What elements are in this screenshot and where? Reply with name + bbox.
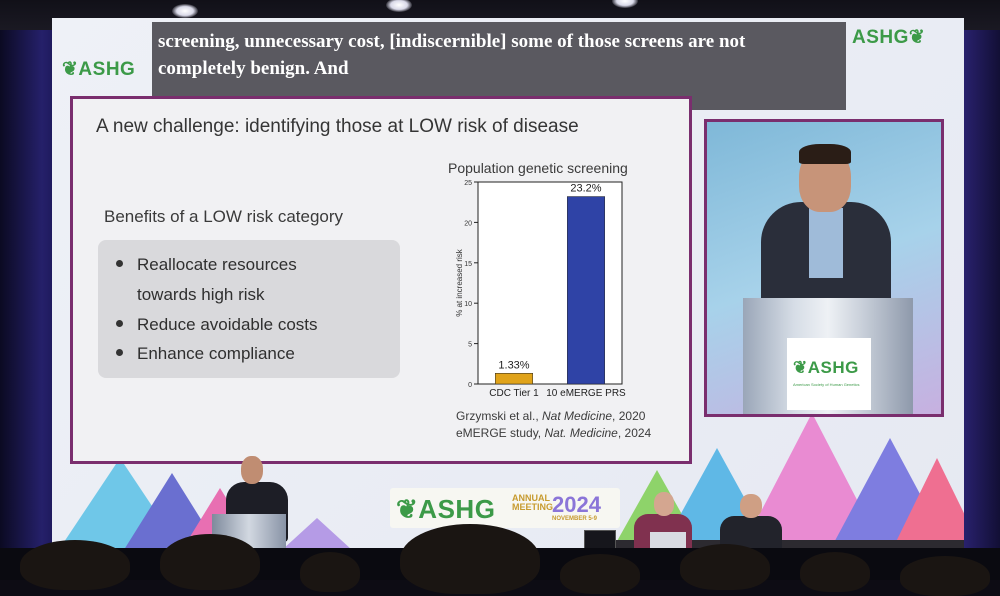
list-item-continuation: towards high risk xyxy=(137,285,265,304)
y-tick-label: 15 xyxy=(464,261,472,268)
banner-dates: NOVEMBER 5-9 xyxy=(552,516,598,522)
reference-2: eMERGE study, Nat. Medicine, 2024 xyxy=(456,426,652,440)
dna-icon: ❦ xyxy=(62,59,79,80)
references: Grzymski et al., Nat Medicine, 2020 eMER… xyxy=(456,408,651,442)
x-tick-label-2: 10 eMERGE PRS xyxy=(546,388,626,399)
panelist-1-head xyxy=(654,492,674,516)
benefits-heading: Benefits of a LOW risk category xyxy=(104,207,344,226)
stage-curtain-left xyxy=(0,30,60,560)
audience-head xyxy=(160,534,260,590)
audience-head xyxy=(680,544,770,590)
ceiling-light xyxy=(612,0,638,8)
speaker-hair xyxy=(799,144,851,164)
banner-year: 2024 xyxy=(552,492,601,517)
ceiling-light xyxy=(172,4,198,18)
list-item: Reduce avoidable costs xyxy=(116,312,396,338)
speaker-camera-feed: ❦ASHG American Society of Human Genetics xyxy=(704,119,944,417)
ashg-logo-right: ASHG❦ xyxy=(852,27,926,48)
data-label-2: 23.2% xyxy=(570,183,601,195)
dna-icon: ❦ xyxy=(396,494,419,524)
podium-ashg-logo: ❦ASHG xyxy=(793,358,859,377)
y-tick-label: 10 xyxy=(464,301,472,308)
stage-speaker-head xyxy=(241,456,263,484)
decor-triangle xyxy=(892,458,964,550)
podium-sign: ❦ASHG American Society of Human Genetics xyxy=(787,338,871,410)
decor-triangle xyxy=(282,518,352,550)
bar-2 xyxy=(567,196,605,385)
reference-1: Grzymski et al., Nat Medicine, 2020 xyxy=(456,409,646,423)
list-item: Enhance compliance xyxy=(116,341,396,367)
slide-title: A new challenge: identifying those at LO… xyxy=(96,116,579,137)
chart-title: Population genetic screening xyxy=(448,160,628,176)
y-tick-label: 25 xyxy=(464,180,472,187)
bar-1 xyxy=(495,373,533,385)
dna-icon: ❦ xyxy=(793,358,808,377)
bullet-icon xyxy=(116,260,123,268)
benefits-box xyxy=(98,240,400,378)
dna-icon: ❦ xyxy=(908,27,926,48)
podium-logo-subtitle: American Society of Human Genetics xyxy=(793,382,860,387)
audience-head xyxy=(300,552,360,592)
meeting-banner: ❦ASHG ANNUAL MEETING 2024 NOVEMBER 5-9 xyxy=(390,488,620,528)
y-tick-label: 5 xyxy=(468,342,472,349)
list-item: Reallocate resources xyxy=(116,252,396,278)
live-caption-text: screening, unnecessary cost, [indiscerni… xyxy=(158,28,838,82)
y-axis-label: % at increased risk xyxy=(455,248,464,317)
audience-head xyxy=(560,554,640,594)
audience-head xyxy=(20,540,130,590)
ceiling-light xyxy=(386,0,412,12)
banner-ashg-logo: ❦ASHG xyxy=(396,494,496,524)
bar-chart: 0 5 10 15 20 25 % at increased risk 1.33% CDC T… xyxy=(455,180,626,399)
speaker-shirt xyxy=(809,208,843,278)
x-tick-label-1: CDC Tier 1 xyxy=(489,388,539,399)
audience-head xyxy=(900,556,990,596)
y-tick-label: 0 xyxy=(468,382,472,389)
audience-head xyxy=(400,524,540,594)
audience-row xyxy=(0,524,1000,596)
live-caption-box xyxy=(152,22,846,110)
audience-head xyxy=(800,552,870,592)
benefits-list: Reallocate resources towards high risk R… xyxy=(116,252,396,367)
banner-annual-meeting: ANNUAL MEETING xyxy=(512,493,554,512)
stage-curtain-right xyxy=(962,30,1000,560)
caption-line-2: completely benign. And xyxy=(158,58,349,79)
bullet-icon xyxy=(116,349,123,357)
bullet-icon xyxy=(116,320,123,328)
y-tick-label: 20 xyxy=(464,220,472,227)
ashg-logo-left: ❦ASHG xyxy=(62,59,136,80)
panelist-2-head xyxy=(740,494,762,518)
data-label-1: 1.33% xyxy=(498,359,529,371)
caption-line-1: screening, unnecessary cost, [indiscerni… xyxy=(158,31,746,52)
